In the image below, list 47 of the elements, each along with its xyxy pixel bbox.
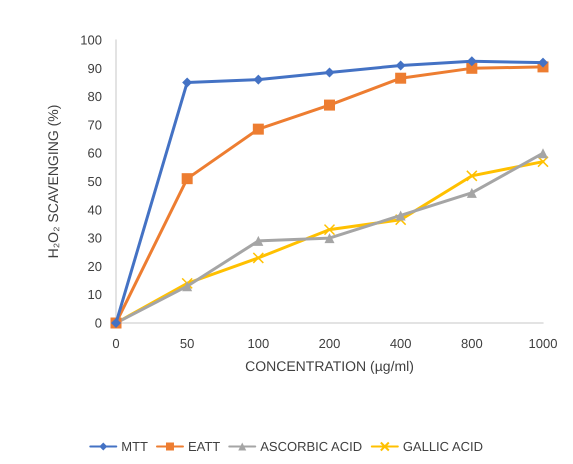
point [466,188,477,198]
point [466,56,477,66]
point [252,252,264,264]
point [253,74,264,85]
point [538,148,548,158]
point [538,58,548,68]
point [182,173,193,184]
point [324,68,334,78]
point [537,156,549,168]
point [466,62,478,74]
legend-label: ASCORBIC ACID [260,439,362,454]
y-tick-label: 70 [88,117,102,132]
x-tick-label: 200 [318,336,340,351]
x-tick-label: 50 [180,336,194,351]
y-tick-label: 100 [80,32,102,48]
point [253,236,264,246]
legend-label: GALLIC ACID [402,439,484,454]
point [252,124,264,135]
x-tick-label: 400 [390,336,412,351]
y-tick-label: 10 [88,287,102,302]
y-tick-label: 40 [88,202,102,218]
y-axis-title: H₂O₂ SCAVENGING (%) [45,104,61,258]
y-tick-label: 20 [88,258,102,274]
y-tick-label: 0 [94,316,102,330]
legend-label: MTT [121,439,148,454]
point [324,100,335,111]
x-tick-label: 800 [460,336,483,351]
point [181,278,193,290]
point [324,233,334,244]
x-tick-label: 100 [247,336,270,351]
y-tick-label: 60 [88,146,102,161]
x-axis-title: CONCENTRATION (µg/ml) [245,358,414,374]
point [396,60,406,70]
y-tick-label: 90 [88,60,102,76]
legend-label: EATT [188,439,220,454]
point [182,281,192,292]
x-tick-label: 1000 [528,336,558,351]
point [324,224,336,236]
y-tick-label: 30 [88,230,102,246]
point [394,214,406,226]
point [466,170,478,182]
y-tick-label: 50 [88,174,102,189]
point [182,77,192,88]
x-tick-label: 0 [112,336,120,351]
y-tick-label: 80 [88,89,102,104]
point [396,210,406,220]
point [395,72,406,84]
